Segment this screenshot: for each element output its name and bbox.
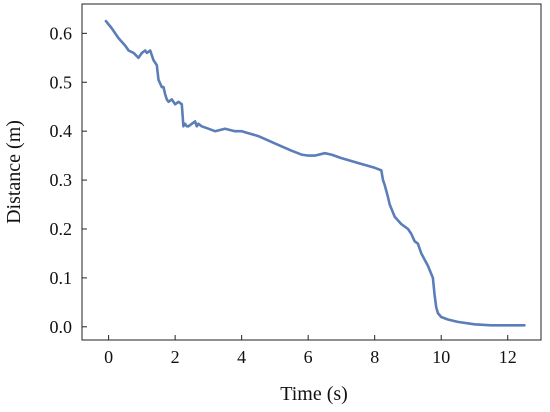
x-tick-label: 6	[304, 347, 313, 367]
distance-series-line	[104, 19, 526, 327]
x-tick-label: 2	[171, 347, 180, 367]
x-tick-label: 10	[432, 347, 450, 367]
y-axis-ticks: 0.0 0.1 0.2 0.3 0.4 0.5 0.6	[50, 23, 87, 337]
y-tick-label: 0.2	[50, 219, 73, 239]
x-axis-ticks: 0 2 4 6 8 10 12	[104, 335, 517, 367]
x-tick-label: 4	[237, 347, 246, 367]
y-tick-label: 0.0	[50, 317, 73, 337]
y-tick-label: 0.5	[50, 72, 73, 92]
x-tick-label: 0	[104, 347, 113, 367]
x-axis-title: Time (s)	[280, 383, 348, 405]
y-tick-label: 0.3	[50, 170, 73, 190]
y-tick-label: 0.4	[50, 121, 73, 141]
x-tick-label: 8	[370, 347, 379, 367]
y-axis-title: Distance (m)	[3, 120, 25, 224]
x-tick-label: 12	[499, 347, 517, 367]
y-tick-label: 0.1	[50, 268, 73, 288]
y-tick-label: 0.6	[50, 23, 73, 43]
plot-frame	[81, 3, 542, 341]
